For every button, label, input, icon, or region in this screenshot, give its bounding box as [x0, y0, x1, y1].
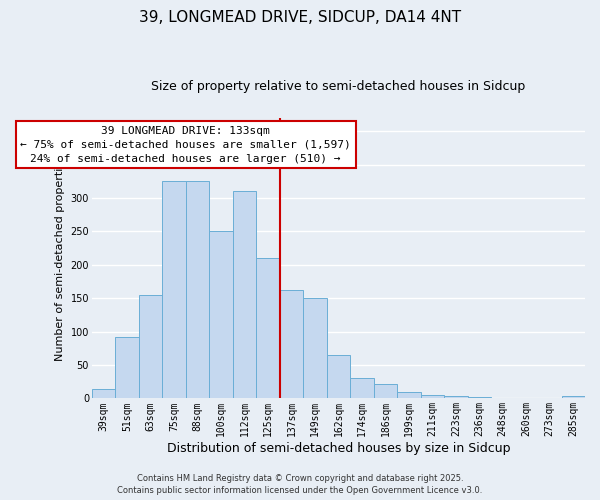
Bar	[256, 258, 280, 398]
Bar	[233, 192, 256, 398]
Y-axis label: Number of semi-detached properties: Number of semi-detached properties	[55, 155, 65, 361]
Bar	[162, 182, 186, 398]
Text: 39 LONGMEAD DRIVE: 133sqm
← 75% of semi-detached houses are smaller (1,597)
24% : 39 LONGMEAD DRIVE: 133sqm ← 75% of semi-…	[20, 126, 351, 164]
Bar	[421, 395, 444, 398]
Bar	[115, 337, 139, 398]
Bar	[139, 295, 162, 399]
Bar	[186, 182, 209, 398]
Title: Size of property relative to semi-detached houses in Sidcup: Size of property relative to semi-detach…	[151, 80, 526, 93]
Text: 39, LONGMEAD DRIVE, SIDCUP, DA14 4NT: 39, LONGMEAD DRIVE, SIDCUP, DA14 4NT	[139, 10, 461, 25]
Bar	[562, 396, 585, 398]
Text: Contains HM Land Registry data © Crown copyright and database right 2025.
Contai: Contains HM Land Registry data © Crown c…	[118, 474, 482, 495]
Bar	[92, 389, 115, 398]
Bar	[397, 392, 421, 398]
Bar	[374, 384, 397, 398]
X-axis label: Distribution of semi-detached houses by size in Sidcup: Distribution of semi-detached houses by …	[167, 442, 510, 455]
Bar	[209, 232, 233, 398]
Bar	[303, 298, 326, 398]
Bar	[444, 396, 467, 398]
Bar	[350, 378, 374, 398]
Bar	[326, 355, 350, 399]
Bar	[280, 290, 303, 399]
Bar	[467, 397, 491, 398]
